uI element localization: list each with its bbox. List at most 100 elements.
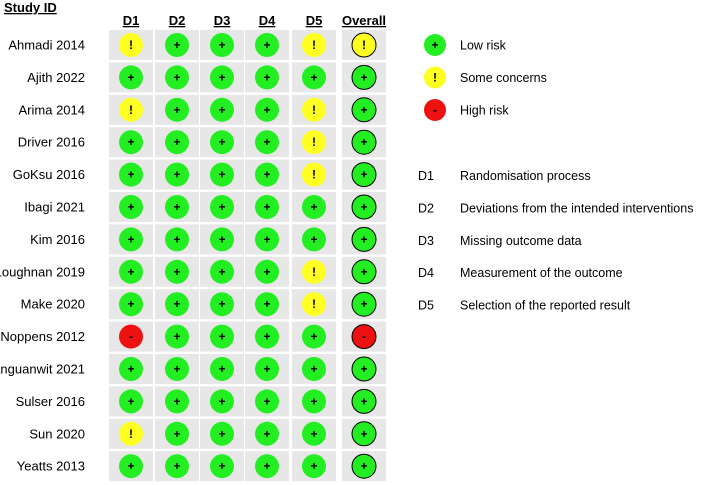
study-label: GoKsu 2016 [13,167,85,182]
judgement-marker [165,259,189,284]
judgement-marker [165,389,189,414]
judgement-marker [302,389,326,414]
judgement-symbol: + [263,38,270,52]
study-label: Noppens 2012 [0,329,85,344]
judgement-marker [302,324,326,349]
legend-marker-some [424,66,446,89]
judgement-marker [255,33,279,57]
judgement-marker [302,227,326,252]
study-label: Ahmadi 2014 [8,38,85,53]
judgement-symbol: + [173,232,180,246]
study-label: Yeatts 2013 [17,459,85,474]
judgement-marker [302,65,326,90]
judgement-marker [119,195,143,219]
domain-label: Randomisation process [460,169,591,183]
judgement-symbol: - [129,330,133,344]
domain-label: Deviations from the intended interventio… [460,201,693,215]
overall-judgement-marker [351,324,377,350]
judgement-marker [165,324,189,349]
judgement-marker [302,97,326,122]
legend-symbol: - [433,103,437,117]
judgement-symbol: + [263,70,270,84]
judgement-marker [302,259,326,284]
judgement-symbol: + [218,427,225,441]
overall-judgement-marker [351,388,377,414]
judgement-symbol: + [127,362,134,376]
judgement-symbol: ! [312,297,316,311]
judgement-symbol: + [263,232,270,246]
judgement-symbol: + [173,168,180,182]
study-label: Kim 2016 [30,232,85,247]
judgement-symbol: + [310,330,317,344]
judgement-symbol: + [263,297,270,311]
judgement-symbol: + [173,103,180,117]
study-label: Sun 2020 [29,426,85,441]
judgement-marker [302,130,326,155]
judgement-marker [119,389,143,414]
judgement-marker [119,357,143,381]
legend-label-some: Some concerns [460,71,547,85]
judgement-symbol: + [310,459,317,473]
overall-judgement-marker [351,291,377,317]
judgement-marker [165,130,189,155]
overall-judgement-marker [351,97,377,123]
judgement-marker [165,97,189,122]
judgement-symbol: + [263,135,270,149]
judgement-symbol: + [360,297,367,311]
judgement-symbol: + [360,265,367,279]
overall-judgement-marker [351,226,377,252]
judgement-symbol: + [263,362,270,376]
judgement-symbol: + [310,427,317,441]
judgement-marker [255,195,279,219]
judgement-symbol: + [127,70,134,84]
judgement-symbol: + [127,265,134,279]
judgement-symbol: + [173,394,180,408]
judgement-symbol: + [218,459,225,473]
judgement-marker [119,65,143,90]
legend-marker-high [424,99,446,121]
judgement-symbol: + [263,265,270,279]
judgement-marker [165,292,189,317]
judgement-symbol: ! [129,103,133,117]
judgement-marker [302,195,326,219]
header-d3: D3 [214,13,231,28]
judgement-symbol: + [360,70,367,84]
header-d5: D5 [306,13,323,28]
judgement-symbol: ! [312,38,316,52]
domain-label: Missing outcome data [460,234,582,248]
judgement-symbol: + [218,362,225,376]
study-label: Sanguanwit 2021 [0,362,85,377]
judgement-marker [302,33,326,57]
judgement-symbol: + [263,394,270,408]
judgement-symbol: + [127,297,134,311]
legend-symbol: ! [433,71,437,85]
judgement-symbol: + [218,297,225,311]
judgement-marker [210,227,234,252]
judgement-marker [302,162,326,187]
domain-label: Selection of the reported result [460,299,631,313]
judgement-marker [255,227,279,252]
judgement-marker [210,65,234,90]
judgement-marker [255,97,279,122]
study-label: Arima 2014 [19,102,85,117]
judgement-marker [119,162,143,187]
judgement-symbol: + [360,459,367,473]
judgement-symbol: + [218,38,225,52]
judgement-symbol: + [127,135,134,149]
judgement-marker [119,454,143,479]
judgement-marker [210,389,234,414]
judgement-marker [255,130,279,155]
overall-judgement-marker [351,259,377,285]
overall-judgement-marker [351,453,377,479]
judgement-marker [165,33,189,57]
judgement-symbol: + [263,103,270,117]
judgement-marker [210,292,234,317]
judgement-symbol: + [173,330,180,344]
judgement-marker [119,292,143,317]
judgement-marker [302,421,326,446]
judgement-symbol: + [173,200,180,214]
legend-label-low: Low risk [460,39,507,53]
judgement-symbol: + [263,330,270,344]
judgement-marker [302,454,326,479]
judgement-symbol: + [310,200,317,214]
